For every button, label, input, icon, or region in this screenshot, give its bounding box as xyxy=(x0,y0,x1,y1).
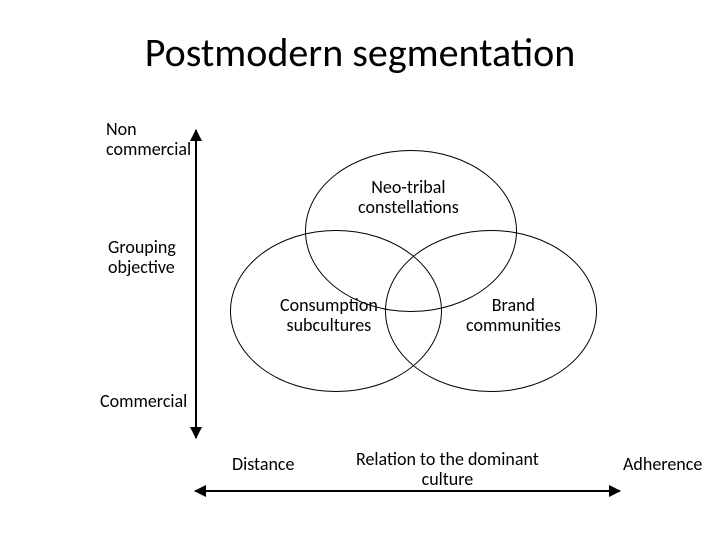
venn-label-right: Brand communities xyxy=(466,296,561,336)
vertical-axis xyxy=(195,130,197,438)
haxis-arrow-left-icon xyxy=(194,485,206,497)
vaxis-mid-label: Grouping objective xyxy=(108,238,176,278)
venn-label-left: Consumption subcultures xyxy=(280,296,378,336)
haxis-left-label: Distance xyxy=(232,455,295,475)
page-title: Postmodern segmentation xyxy=(0,28,720,77)
haxis-right-label: Adherence xyxy=(623,455,702,475)
haxis-mid-label: Relation to the dominant culture xyxy=(356,450,539,490)
vaxis-arrow-down-icon xyxy=(190,427,202,439)
vaxis-arrow-up-icon xyxy=(190,129,202,141)
venn-label-top: Neo-tribal constellations xyxy=(358,178,459,218)
vaxis-bottom-label: Commercial xyxy=(100,392,187,412)
horizontal-axis xyxy=(195,490,620,492)
vaxis-top-label: Non commercial xyxy=(106,120,191,160)
haxis-arrow-right-icon xyxy=(609,485,621,497)
slide: Postmodern segmentation Non commercial G… xyxy=(0,0,720,540)
